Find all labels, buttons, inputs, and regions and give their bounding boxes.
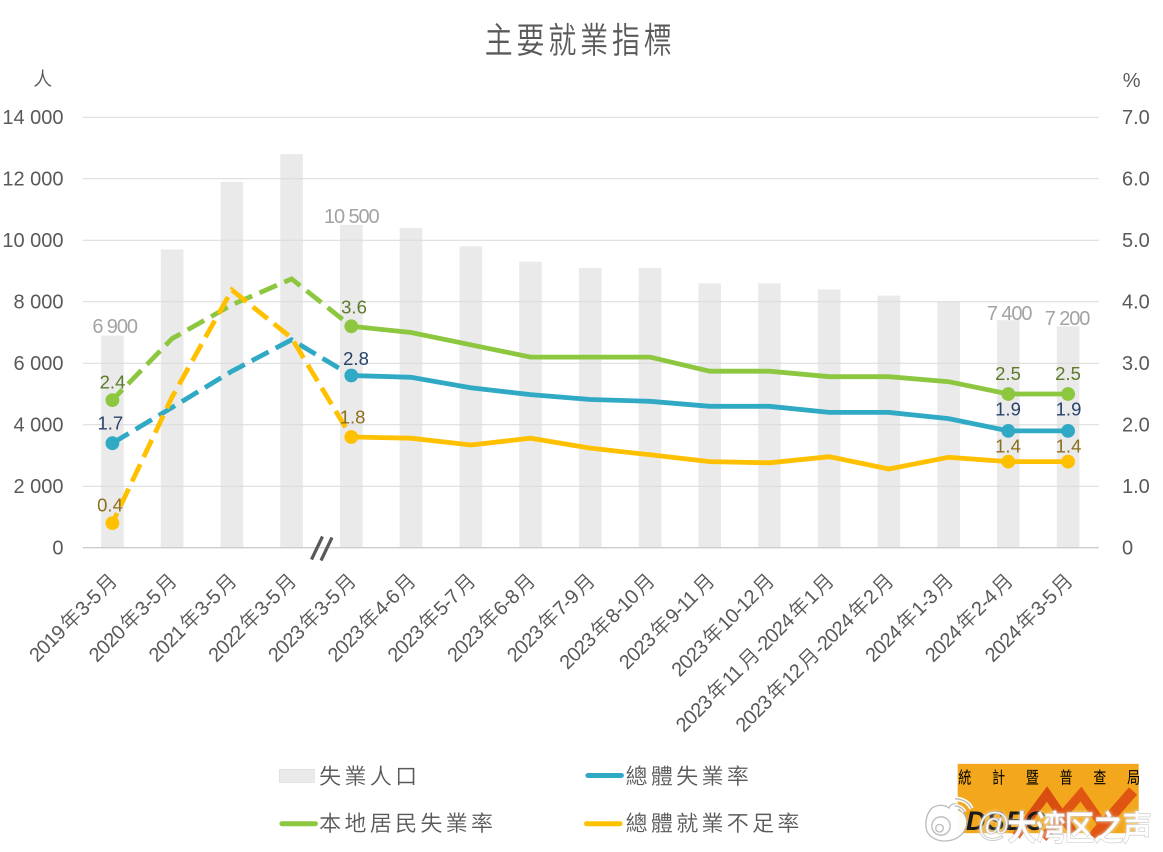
svg-text:7 200: 7 200 (1045, 308, 1091, 330)
svg-text:5.0: 5.0 (1122, 230, 1150, 252)
svg-text:3.6: 3.6 (341, 297, 367, 318)
svg-text:8 000: 8 000 (13, 292, 63, 314)
svg-text:1.8: 1.8 (340, 407, 366, 428)
svg-text:1.4: 1.4 (1056, 436, 1082, 457)
svg-text:10 500: 10 500 (324, 206, 380, 228)
svg-text:@: @ (977, 806, 1011, 843)
svg-text:1.7: 1.7 (97, 412, 123, 433)
svg-text:14 000: 14 000 (2, 107, 63, 129)
svg-text:1.4: 1.4 (995, 436, 1021, 457)
svg-text:0: 0 (1122, 538, 1133, 560)
svg-text:12 000: 12 000 (2, 169, 63, 191)
svg-text:4 000: 4 000 (13, 415, 63, 437)
svg-text:2.4: 2.4 (100, 372, 126, 393)
svg-text:2.0: 2.0 (1122, 415, 1150, 437)
svg-text:6 900: 6 900 (92, 316, 138, 338)
svg-text:10 000: 10 000 (2, 230, 63, 252)
svg-text:2.8: 2.8 (343, 348, 369, 369)
svg-text:3.0: 3.0 (1122, 353, 1150, 375)
svg-text:0: 0 (52, 538, 63, 560)
svg-text:@: @ (977, 806, 1011, 843)
svg-text:1.0: 1.0 (1122, 476, 1150, 498)
svg-text:2.5: 2.5 (1055, 363, 1081, 384)
svg-text:6.0: 6.0 (1122, 169, 1150, 191)
svg-text:2 000: 2 000 (13, 476, 63, 498)
svg-text:6 000: 6 000 (13, 353, 63, 375)
svg-text:7 400: 7 400 (987, 303, 1033, 325)
svg-text:4.0: 4.0 (1122, 292, 1150, 314)
svg-text:2.5: 2.5 (995, 363, 1021, 384)
svg-text:%: % (1123, 70, 1141, 92)
svg-text:0.4: 0.4 (97, 494, 123, 515)
svg-text:1.9: 1.9 (1056, 398, 1082, 419)
svg-text:1.9: 1.9 (995, 398, 1021, 419)
svg-text:7.0: 7.0 (1122, 107, 1150, 129)
